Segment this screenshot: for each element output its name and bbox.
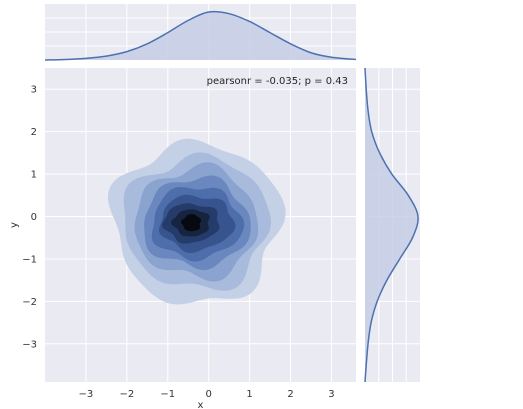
joint-panel: pearsonr = -0.035; p = 0.43 bbox=[45, 68, 356, 382]
y-tick-label: −3 bbox=[22, 339, 37, 350]
x-tick-label: −2 bbox=[119, 389, 134, 400]
x-tick-label: 3 bbox=[328, 389, 334, 400]
y-tick-label: 1 bbox=[31, 170, 37, 181]
x-tick-label: −1 bbox=[160, 389, 175, 400]
y-tick-label: −1 bbox=[22, 254, 37, 265]
x-axis-label: x bbox=[198, 400, 204, 409]
x-tick-label: 1 bbox=[246, 389, 252, 400]
x-tick-label: 2 bbox=[287, 389, 293, 400]
y-tick-label: 2 bbox=[31, 127, 37, 138]
marginal-x-panel bbox=[45, 4, 356, 60]
y-axis-label: y bbox=[9, 222, 20, 228]
y-tick-label: 0 bbox=[31, 212, 37, 223]
y-tick-label: 3 bbox=[31, 85, 37, 96]
x-tick-label: −3 bbox=[79, 389, 94, 400]
marginal-y-panel bbox=[365, 68, 420, 382]
pearson-annotation: pearsonr = -0.035; p = 0.43 bbox=[207, 76, 348, 87]
x-tick-label: 0 bbox=[205, 389, 211, 400]
y-tick-label: −2 bbox=[22, 297, 37, 308]
